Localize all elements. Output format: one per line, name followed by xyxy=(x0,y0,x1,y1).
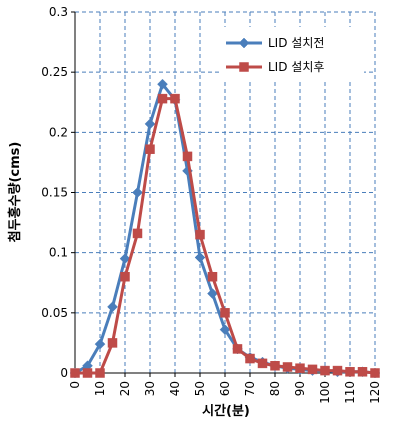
x-tick-label: 90 xyxy=(293,381,307,396)
x-tick-label: 110 xyxy=(343,381,357,404)
legend-item: LID 설치후 xyxy=(226,60,324,74)
data-point xyxy=(70,368,80,378)
y-tick-label: 0.25 xyxy=(41,65,68,79)
data-point xyxy=(194,252,206,263)
data-point xyxy=(307,364,318,375)
legend-swatch-marker xyxy=(238,37,250,49)
data-point xyxy=(232,344,243,354)
data-point xyxy=(257,358,268,369)
data-point xyxy=(245,353,255,364)
data-point xyxy=(220,308,230,318)
data-point xyxy=(295,363,305,373)
data-point xyxy=(107,338,118,348)
legend: LID 설치전 LID 설치후 xyxy=(219,27,364,81)
series-2 xyxy=(70,93,380,378)
x-tick-label: 10 xyxy=(93,381,107,396)
data-point xyxy=(82,368,93,378)
data-point xyxy=(119,253,131,265)
data-point xyxy=(320,365,330,376)
legend-box xyxy=(219,27,364,81)
data-point xyxy=(270,361,280,371)
x-tick-label: 30 xyxy=(143,381,157,396)
data-point xyxy=(345,367,355,377)
x-tick-label: 120 xyxy=(368,381,382,404)
data-point xyxy=(145,144,155,154)
data-point xyxy=(182,151,193,162)
y-tick-label: 0.1 xyxy=(49,246,68,260)
data-point xyxy=(357,367,368,377)
y-tick-label: 0.3 xyxy=(49,5,68,19)
y-tick-label: 0.15 xyxy=(41,186,68,200)
data-point xyxy=(95,368,105,378)
data-point xyxy=(207,288,218,299)
x-tick-label: 20 xyxy=(118,381,132,396)
data-point xyxy=(120,271,130,282)
x-tick-label: 0 xyxy=(68,381,82,389)
legend-label: LID 설치전 xyxy=(268,36,324,50)
data-point xyxy=(170,93,180,104)
data-point xyxy=(219,324,231,336)
data-point xyxy=(157,78,168,90)
legend-label: LID 설치후 xyxy=(268,60,324,74)
data-point xyxy=(207,271,218,282)
data-point xyxy=(144,118,156,130)
data-point xyxy=(157,93,168,104)
series-layer xyxy=(69,78,381,379)
data-point xyxy=(132,187,143,198)
x-axis-title: 시간(분) xyxy=(202,403,250,419)
legend-item: LID 설치전 xyxy=(226,36,324,50)
data-point xyxy=(132,228,143,239)
x-tick-label: 60 xyxy=(218,381,232,396)
data-point xyxy=(195,229,205,240)
data-point xyxy=(107,301,118,313)
x-tick-label: 70 xyxy=(243,381,257,396)
x-tick-label: 100 xyxy=(318,381,332,404)
y-tick-label: 0.05 xyxy=(41,306,68,320)
y-axis-title: 첨두홍수량(cms) xyxy=(7,142,23,243)
tick-labels: 0 10 20 30 40 50 60 70 80 90 100 110 120 0 0.05 0.1 0.15… xyxy=(41,5,382,404)
y-tick-label: 0.2 xyxy=(49,125,68,139)
x-tick-label: 40 xyxy=(168,381,182,396)
data-point xyxy=(370,368,380,378)
data-point xyxy=(94,338,106,350)
y-tick-label: 0 xyxy=(60,366,68,380)
data-point xyxy=(282,362,293,372)
data-point xyxy=(332,365,343,376)
x-tick-label: 50 xyxy=(193,381,207,396)
x-tick-label: 80 xyxy=(268,381,282,396)
legend-swatch-marker xyxy=(239,62,249,72)
